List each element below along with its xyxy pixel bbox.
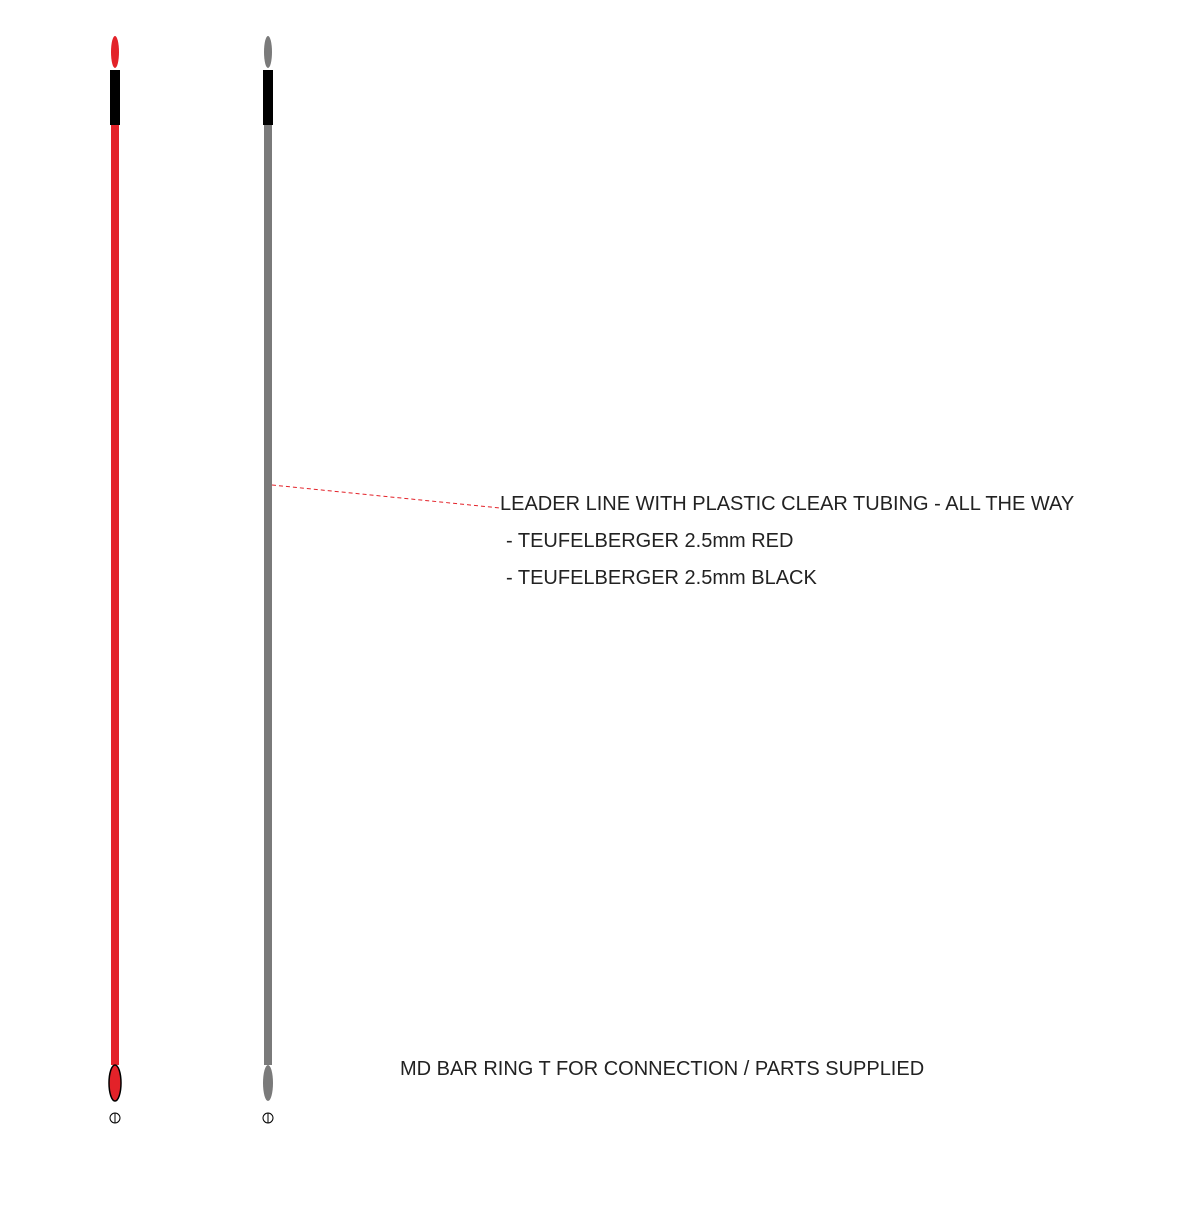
- top-tip: [111, 36, 119, 68]
- bottom-loop: [108, 1064, 122, 1102]
- grey-leader: [262, 36, 274, 1124]
- callout-line: [271, 484, 501, 509]
- red-leader: [108, 36, 122, 1124]
- sleeve: [110, 70, 120, 125]
- bottom-loop: [263, 1065, 273, 1101]
- footer-note: MD BAR RING T FOR CONNECTION / PARTS SUP…: [400, 1058, 924, 1080]
- annotation-title: LEADER LINE WITH PLASTIC CLEAR TUBING - …: [500, 493, 1074, 515]
- annotation-item: - TEUFELBERGER 2.5mm BLACK: [506, 567, 817, 589]
- top-tip: [264, 36, 272, 68]
- line: [264, 125, 272, 1065]
- line: [111, 125, 119, 1065]
- sleeve: [263, 70, 273, 125]
- annotation-item: - TEUFELBERGER 2.5mm RED: [506, 530, 793, 552]
